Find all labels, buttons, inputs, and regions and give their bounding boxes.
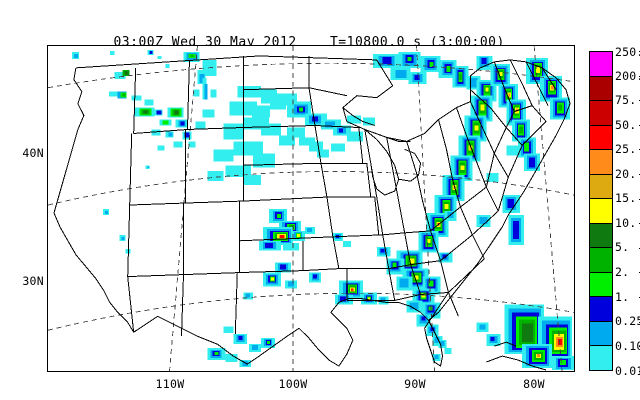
- colorbar-band-1: [590, 297, 612, 322]
- precip-appalachian-squall-line: [418, 55, 571, 253]
- colorbar-band-2: [590, 272, 612, 298]
- precip-florida: [432, 340, 452, 362]
- colorbar-tick-2: 2.: [615, 265, 630, 279]
- map-canvas: [48, 46, 574, 371]
- colorbar-band-15: [590, 199, 612, 224]
- colorbar-tick-labels: 250. 200. 75. 50. 25. 20. 15. 10. 5. 2. …: [615, 46, 640, 377]
- colorbar-tick-025: 0.25: [615, 314, 640, 328]
- colorbar-band-010: [590, 346, 612, 370]
- xtick-label-80w: 80W: [523, 377, 545, 391]
- colorbar-band-20: [590, 174, 612, 200]
- colorbar-bands: [589, 51, 613, 371]
- colorbar-tick-001: 0.01: [615, 364, 640, 378]
- ytick-label-30n: 30N: [22, 274, 44, 288]
- xtick-label-100w: 100W: [278, 377, 308, 391]
- colorbar-band-50: [590, 125, 612, 151]
- colorbar-tick-20: 20.: [615, 167, 637, 181]
- precip-pacific-northwest: [71, 49, 170, 68]
- colorbar-tick-50: 50.: [615, 118, 637, 132]
- precip-west-texas: [207, 326, 276, 368]
- xtick-label-90w: 90W: [404, 377, 426, 391]
- precip-bahamas-atlantic: [476, 214, 574, 371]
- colorbar-band-10: [590, 223, 612, 249]
- colorbar: 250. 200. 75. 50. 25. 20. 15. 10. 5. 2. …: [589, 46, 640, 377]
- colorbar-band-75: [590, 101, 612, 126]
- colorbar-band-250: [590, 52, 612, 77]
- colorbar-band-5: [590, 248, 612, 273]
- colorbar-band-200: [590, 76, 612, 102]
- map-boundaries: [53, 55, 571, 371]
- colorbar-band-25: [590, 150, 612, 175]
- precip-high-plains-cell: [259, 208, 315, 251]
- map-plot-area: [47, 45, 575, 372]
- colorbar-tick-010: 0.10: [615, 339, 640, 353]
- colorbar-tick-75: 75.: [615, 93, 637, 107]
- xtick-label-110w: 110W: [155, 377, 185, 391]
- map-graticule: [48, 46, 574, 371]
- colorbar-tick-10: 10.: [615, 216, 637, 230]
- colorbar-tick-25: 25.: [615, 142, 637, 156]
- precip-southern-plains: [243, 262, 321, 300]
- colorbar-tick-5: 5.: [615, 240, 630, 254]
- precip-ontario-northeast: [372, 51, 481, 90]
- precip-offshore-mid-atlantic: [444, 145, 521, 227]
- colorbar-tick-15: 15.: [615, 191, 637, 205]
- colorbar-tick-250: 250.: [615, 45, 640, 59]
- colorbar-tick-1: 1.: [615, 290, 630, 304]
- precip-great-lakes: [275, 93, 375, 158]
- ytick-label-40n: 40N: [22, 146, 44, 160]
- colorbar-tick-200: 200.: [615, 69, 640, 83]
- colorbar-band-025: [590, 321, 612, 347]
